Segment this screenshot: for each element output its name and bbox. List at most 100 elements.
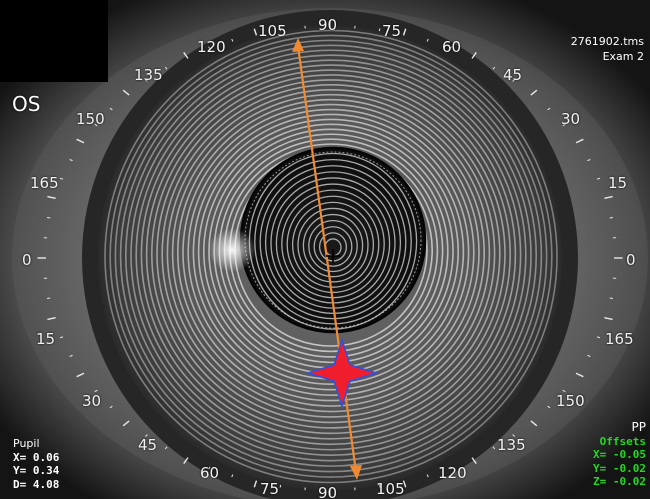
tick-mark [587, 159, 591, 162]
tick-mark [604, 195, 613, 200]
tick-mark [596, 336, 601, 339]
tick-mark [183, 52, 189, 59]
tick-mark [562, 123, 566, 127]
placido-ring [135, 59, 527, 451]
pupil-x: X= 0.06 [13, 450, 60, 464]
tick-mark [76, 372, 85, 378]
placido-ring [145, 69, 517, 440]
tick-mark [164, 446, 168, 450]
axis-label-30-right: 30 [561, 110, 581, 128]
axis-label-165-left: 165 [30, 174, 59, 192]
tick-mark [378, 484, 381, 488]
offset-z: Z= -0.02 [593, 475, 646, 488]
axis-label-135-left: 135 [134, 66, 163, 84]
axis-label-30-left: 30 [82, 392, 102, 410]
axis-label-165-right: 165 [605, 330, 634, 348]
axis-arrow-bottom [350, 465, 362, 480]
axis-label-0-right: 0 [626, 251, 636, 269]
axis-label-105-bottom: 105 [376, 480, 405, 498]
placido-ring [166, 88, 496, 418]
tick-mark [402, 480, 407, 488]
tick-mark [145, 434, 148, 437]
placido-ring [161, 84, 501, 424]
tick-mark [512, 434, 515, 437]
inner-ring [259, 165, 407, 320]
tick-mark [183, 457, 189, 464]
offsets-panel: PP Offsets X= -0.05 Y= -0.02 Z= -0.02 [593, 420, 646, 489]
tick-mark [402, 28, 407, 36]
inner-ring [297, 207, 369, 283]
pupil-info-panel: Pupil X= 0.06 Y= 0.34 D= 4.08 [13, 437, 59, 491]
tick-mark [122, 420, 130, 427]
placido-ring [177, 98, 485, 407]
axis-label-90-bottom: 90 [318, 484, 338, 499]
tick-mark [596, 177, 601, 180]
placido-ring [114, 39, 548, 473]
placido-ring [192, 113, 470, 391]
axis-label-75-top: 75 [382, 22, 402, 40]
axis-label-0-left: 0 [22, 251, 32, 269]
tick-mark [547, 405, 551, 409]
tick-mark [145, 79, 148, 82]
axis-arrow-top [292, 38, 304, 52]
tick-mark [492, 66, 496, 70]
inner-ring [308, 220, 358, 273]
tick-mark [47, 316, 56, 321]
axis-label-105-top: 105 [258, 22, 287, 40]
placido-ring [104, 29, 558, 484]
tick-mark [69, 159, 73, 162]
corner-mask [0, 0, 108, 82]
tick-mark [492, 446, 496, 450]
tick-mark [604, 316, 613, 321]
tick-mark [94, 389, 98, 393]
tick-mark [253, 28, 258, 36]
file-info: 2761902.tms Exam 2 [571, 34, 644, 64]
placido-ring [125, 49, 537, 462]
axis-label-60-top: 60 [442, 38, 462, 56]
tick-mark [231, 474, 234, 478]
tick-mark [426, 38, 429, 42]
tick-mark [59, 177, 64, 180]
tick-mark [562, 389, 566, 393]
placido-rings [104, 29, 558, 484]
axis-label-60-bottom: 60 [200, 464, 220, 482]
placido-ring [151, 74, 511, 435]
tick-mark [94, 123, 98, 127]
light-reflex [208, 228, 256, 272]
tick-mark [59, 336, 64, 339]
tick-mark [69, 354, 73, 357]
tick-mark [575, 372, 584, 378]
pupil-title: Pupil [13, 437, 40, 450]
tick-mark [109, 405, 113, 409]
placido-ring [197, 118, 465, 386]
exam-label: Exam 2 [602, 50, 644, 63]
axis-label-15-right: 15 [608, 174, 628, 192]
tick-mark [164, 66, 168, 70]
tick-mark [231, 38, 234, 42]
inner-ring [302, 213, 364, 278]
placido-ring [156, 79, 506, 429]
pp-label: PP [631, 420, 646, 434]
tick-mark [530, 420, 538, 427]
eye-side-label: OS [12, 92, 41, 116]
tick-mark [471, 457, 477, 464]
axis-label-45-left: 45 [138, 436, 158, 454]
placido-ring [109, 34, 553, 478]
axis-label-15-left: 15 [36, 330, 56, 348]
tick-mark [109, 107, 113, 111]
inner-ring [286, 195, 380, 294]
tick-mark [512, 79, 515, 82]
tick-mark [122, 89, 130, 96]
tick-mark [47, 195, 56, 200]
placido-ring [140, 64, 522, 446]
tick-mark [253, 480, 258, 488]
tick-mark [471, 52, 477, 59]
tick-mark [530, 89, 538, 96]
tick-mark [426, 474, 429, 478]
tick-mark [547, 107, 551, 111]
tick-mark [279, 484, 282, 488]
placido-ring [187, 108, 475, 396]
pupil-d: D= 4.08 [13, 477, 60, 491]
inner-ring [264, 171, 402, 315]
